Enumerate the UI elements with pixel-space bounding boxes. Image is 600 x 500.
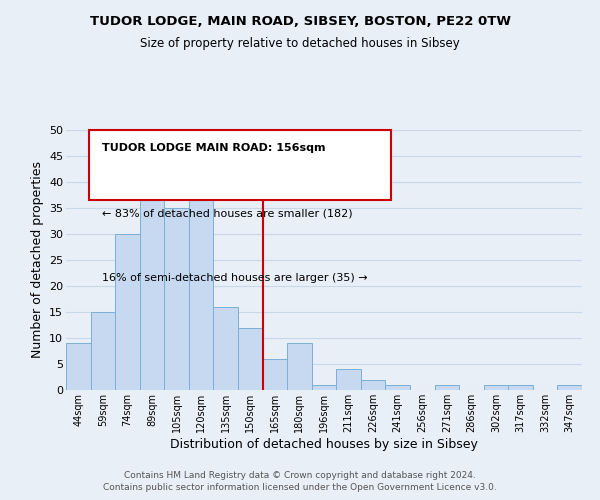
Text: TUDOR LODGE MAIN ROAD: 156sqm: TUDOR LODGE MAIN ROAD: 156sqm: [102, 143, 326, 153]
Bar: [361, 380, 385, 390]
Bar: [214, 307, 238, 390]
Bar: [140, 192, 164, 390]
Bar: [263, 359, 287, 390]
Text: Contains HM Land Registry data © Crown copyright and database right 2024.: Contains HM Land Registry data © Crown c…: [124, 471, 476, 480]
Bar: [508, 385, 533, 390]
X-axis label: Distribution of detached houses by size in Sibsey: Distribution of detached houses by size …: [170, 438, 478, 450]
Bar: [238, 328, 263, 390]
Y-axis label: Number of detached properties: Number of detached properties: [31, 162, 44, 358]
Bar: [434, 385, 459, 390]
Bar: [484, 385, 508, 390]
FancyBboxPatch shape: [89, 130, 391, 200]
Bar: [287, 343, 312, 390]
Bar: [557, 385, 582, 390]
Bar: [91, 312, 115, 390]
Bar: [312, 385, 336, 390]
Bar: [66, 343, 91, 390]
Bar: [336, 369, 361, 390]
Text: Size of property relative to detached houses in Sibsey: Size of property relative to detached ho…: [140, 38, 460, 51]
Bar: [115, 234, 140, 390]
Bar: [385, 385, 410, 390]
Text: ← 83% of detached houses are smaller (182): ← 83% of detached houses are smaller (18…: [102, 208, 353, 218]
Bar: [164, 208, 189, 390]
Text: 16% of semi-detached houses are larger (35) →: 16% of semi-detached houses are larger (…: [102, 273, 368, 283]
Text: TUDOR LODGE, MAIN ROAD, SIBSEY, BOSTON, PE22 0TW: TUDOR LODGE, MAIN ROAD, SIBSEY, BOSTON, …: [89, 15, 511, 28]
Bar: [189, 198, 214, 390]
Text: Contains public sector information licensed under the Open Government Licence v3: Contains public sector information licen…: [103, 484, 497, 492]
